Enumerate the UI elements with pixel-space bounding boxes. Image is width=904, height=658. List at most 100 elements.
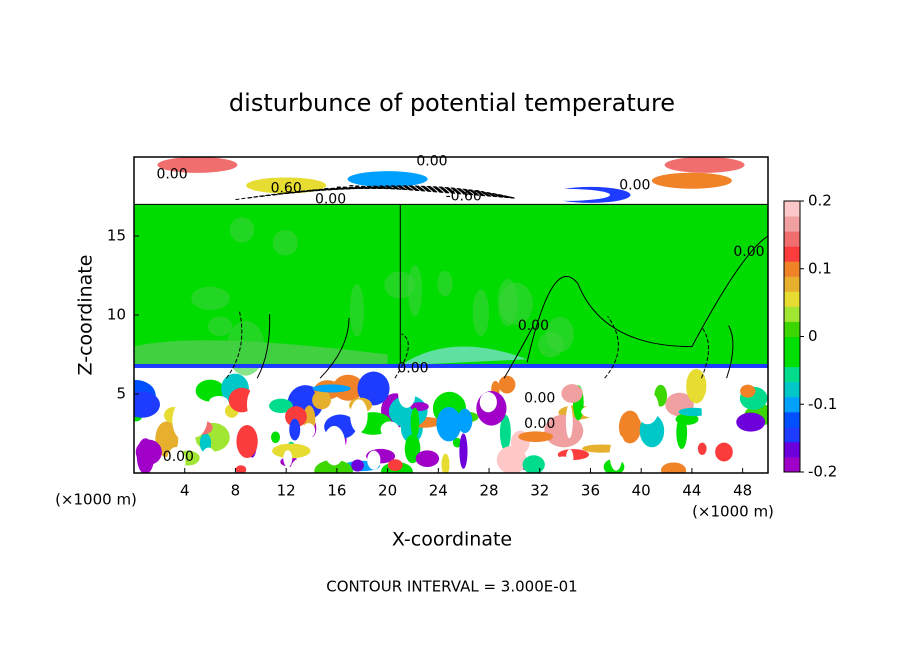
field-blob: [701, 392, 716, 429]
field-blob: [459, 433, 468, 469]
field-patch: [272, 230, 298, 256]
field-blob: [676, 416, 688, 450]
colorbar-swatch: [784, 231, 800, 247]
x-tick-label: 20: [378, 482, 397, 500]
contour-label: -0.60: [446, 189, 482, 205]
colorbar-swatch: [784, 246, 800, 262]
field-blob: [452, 437, 462, 448]
field-patch: [207, 316, 233, 337]
field-blob: [312, 384, 351, 393]
colorbar-swatch: [784, 336, 800, 353]
contour-line: [336, 186, 515, 199]
field-blob: [581, 405, 607, 418]
colorbar-tick-label: -0.2: [808, 463, 837, 481]
field-blob: [367, 450, 381, 470]
colorbar-swatch: [784, 396, 800, 413]
field-blob: [357, 371, 390, 406]
x-tick-label: 16: [327, 482, 346, 500]
field-patch: [437, 270, 453, 297]
colorbar-tick-label: 0.2: [808, 192, 832, 210]
colorbar-swatch: [784, 306, 800, 322]
field-blob: [209, 395, 229, 409]
x-tick-label: 36: [581, 482, 600, 500]
field-blob: [166, 446, 186, 473]
field-blob: [289, 418, 301, 441]
colorbar-swatch: [784, 426, 800, 443]
field-blob: [436, 406, 462, 442]
contour-label: 0.00: [156, 166, 187, 182]
colorbar-swatch: [784, 441, 800, 458]
field-blob: [686, 368, 707, 404]
contour-line: [349, 184, 515, 199]
x-tick-label: 44: [682, 482, 701, 500]
field-blob: [201, 447, 216, 468]
contour-label: 0.00: [397, 361, 428, 377]
contour-line: [399, 204, 768, 363]
contour-line: [226, 310, 243, 379]
field-blob: [518, 431, 554, 442]
field-blob: [754, 450, 768, 473]
x-unit: (×1000 m): [692, 503, 774, 521]
field-blob: [347, 171, 428, 188]
field-blob: [322, 425, 346, 466]
colorbar-swatch: [784, 201, 800, 217]
field-blob: [235, 465, 247, 473]
colorbar-tick-label: 0.1: [808, 259, 832, 277]
colorbar-tick-label: 0: [808, 327, 818, 345]
contour-label: 0.00: [619, 177, 650, 193]
field-blob: [181, 397, 208, 438]
field-blob: [157, 157, 238, 173]
field-blob: [246, 177, 327, 194]
field-blob: [415, 450, 440, 467]
field-blob: [522, 455, 545, 473]
field-blob: [410, 407, 420, 438]
field-blob: [351, 459, 364, 472]
y-tick-label: 5: [116, 385, 126, 403]
x-tick-label: 40: [632, 482, 651, 500]
field-blob: [271, 431, 281, 444]
contour-line: [319, 317, 350, 379]
field-blob: [496, 445, 527, 473]
y-tick-label: 15: [107, 227, 126, 245]
field: [134, 157, 768, 473]
contour-line: [248, 185, 515, 199]
contour-interval: CONTOUR INTERVAL = 3.000E-01: [326, 578, 577, 596]
contour-label: 0.60: [271, 181, 302, 197]
field-blob: [135, 439, 162, 465]
field-blob: [134, 391, 160, 418]
y-axis-label: Z-coordinate: [75, 255, 97, 376]
field-blob: [457, 408, 473, 434]
field-blob: [258, 408, 268, 430]
field-blob: [715, 442, 733, 462]
field-patch: [472, 289, 489, 337]
colorbar-swatch: [784, 411, 800, 428]
contour-line: [503, 327, 533, 379]
field-blob: [272, 443, 311, 459]
field-blob: [441, 453, 450, 473]
field-line: [134, 363, 768, 368]
field-blob: [618, 410, 642, 444]
field-blob: [269, 398, 293, 414]
x-tick-label: 24: [429, 482, 448, 500]
field-blob: [283, 450, 293, 467]
field-blob: [565, 404, 573, 439]
field-blob: [552, 456, 574, 473]
contour-label: 0.00: [524, 391, 555, 407]
contour-label: 0.00: [163, 449, 194, 465]
field-blob: [314, 459, 353, 473]
field-blob: [387, 459, 403, 471]
field-patch: [499, 282, 533, 325]
field-blob: [736, 412, 766, 432]
chart-title: disturbunce of potential temperature: [229, 89, 675, 117]
x-tick-label: 12: [277, 482, 296, 500]
field-blob: [660, 462, 687, 473]
field-blob: [740, 384, 756, 398]
x-axis-label: X-coordinate: [392, 529, 512, 551]
colorbar-swatch: [784, 456, 800, 473]
x-tick-label: 48: [733, 482, 752, 500]
x-tick-label: 4: [180, 482, 190, 500]
field-blob: [550, 384, 559, 403]
field-patch: [229, 217, 255, 243]
field-blob: [544, 414, 584, 448]
